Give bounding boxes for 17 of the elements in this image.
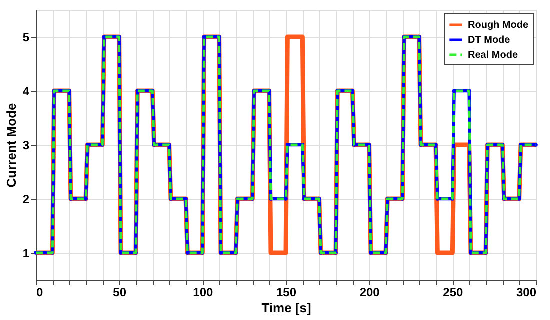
legend-label: DT Mode	[468, 35, 511, 46]
y-tick-label: 1	[22, 246, 30, 260]
x-tick-label: 300	[516, 286, 537, 300]
x-tick-label: 0	[36, 286, 44, 300]
x-tick-label: 50	[113, 286, 127, 300]
x-axis-title: Time [s]	[262, 300, 312, 316]
legend-label: Real Mode	[468, 50, 518, 61]
x-tick-label: 250	[443, 286, 464, 300]
x-tick-label: 150	[276, 286, 297, 300]
y-tick-label: 4	[22, 84, 30, 98]
y-tick-label: 3	[22, 138, 30, 152]
x-tick-label: 200	[360, 286, 380, 300]
y-tick-label: 2	[22, 192, 30, 206]
y-tick-label: 5	[22, 30, 30, 44]
y-axis-title: Current Mode	[4, 103, 19, 188]
x-tick-label: 100	[193, 286, 214, 300]
legend-label: Rough Mode	[468, 20, 529, 31]
